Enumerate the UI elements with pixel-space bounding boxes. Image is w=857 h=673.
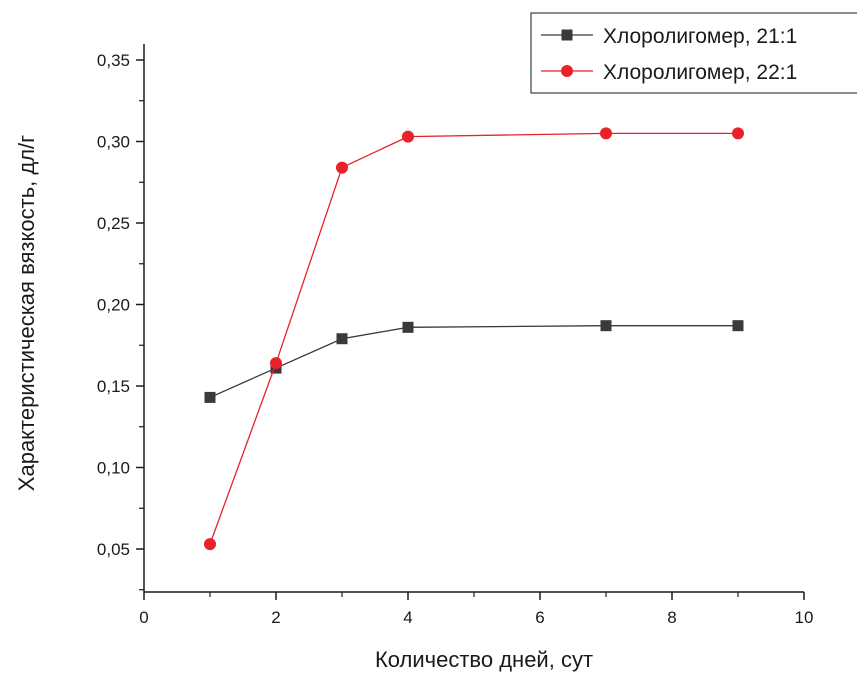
data-point: [204, 538, 216, 551]
legend-marker: [561, 29, 573, 41]
y-tick-label: 0,10: [97, 459, 130, 478]
y-tick-label: 0,25: [97, 214, 130, 233]
data-point: [336, 333, 348, 345]
x-axis-title: Количество дней, сут: [375, 647, 593, 672]
ticks: 0 2 4 6 8 10 0,05 0,10 0,15 0,20 0,25 0,30 0,35: [97, 51, 814, 627]
data-point: [600, 320, 612, 332]
x-tick-label: 4: [403, 608, 412, 627]
y-tick-label: 0,15: [97, 377, 130, 396]
data-point: [336, 161, 348, 174]
data-point: [732, 320, 744, 332]
x-tick-label: 2: [271, 608, 280, 627]
axes: [143, 44, 804, 593]
legend-label: Хлоролигомер, 21:1: [603, 25, 797, 48]
data-point: [732, 127, 744, 140]
data-point: [270, 357, 282, 370]
x-tick-label: 6: [535, 608, 544, 627]
data-point: [402, 130, 414, 143]
series-line: [209, 325, 738, 399]
y-tick-label: 0,30: [97, 133, 130, 152]
x-tick-label: 8: [667, 608, 676, 627]
y-tick-label: 0,35: [97, 51, 130, 70]
x-tick-label: 0: [139, 608, 148, 627]
legend-box: [530, 12, 857, 94]
series-line: [209, 132, 738, 545]
legend: Хлоролигомер, 21:1 Хлоролигомер, 22:1: [530, 12, 857, 94]
series: [204, 127, 744, 551]
x-tick-label: 10: [795, 608, 814, 627]
data-point: [402, 321, 414, 333]
data-point: [600, 127, 612, 140]
series-2: [204, 127, 744, 551]
y-tick-label: 0,05: [97, 540, 130, 559]
legend-marker: [561, 65, 573, 77]
series-1: [204, 320, 744, 403]
legend-label: Хлоролигомер, 22:1: [603, 61, 797, 84]
data-point: [204, 391, 216, 403]
y-tick-label: 0,20: [97, 296, 130, 315]
y-axis-title: Характеристическая вязкость, дл/г: [14, 135, 39, 491]
